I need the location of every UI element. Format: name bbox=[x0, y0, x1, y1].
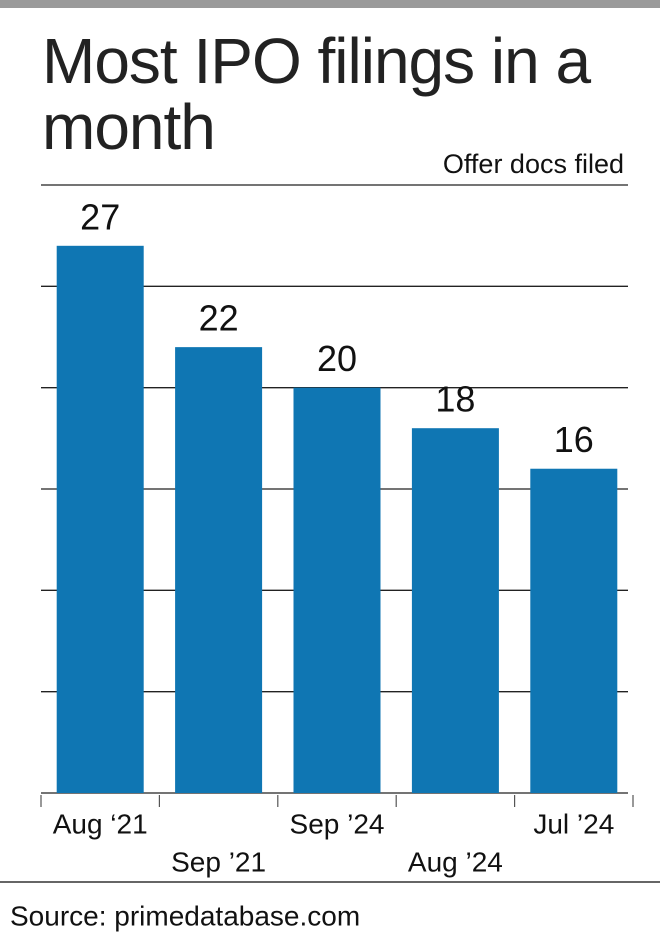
value-label: 27 bbox=[80, 196, 120, 237]
value-label: 16 bbox=[554, 419, 594, 460]
bar bbox=[530, 468, 618, 793]
bar bbox=[293, 387, 381, 793]
x-tick-label: Aug ‘21 bbox=[53, 808, 148, 839]
x-tick-label: Sep ’21 bbox=[171, 846, 266, 877]
bar bbox=[411, 428, 499, 793]
value-label: 18 bbox=[435, 379, 475, 420]
value-label: 20 bbox=[317, 338, 357, 379]
top-bar bbox=[0, 0, 660, 8]
x-tick-label: Sep ’24 bbox=[290, 808, 385, 839]
x-tick-label: Aug ’24 bbox=[408, 846, 503, 877]
subtitle: Offer docs filed bbox=[443, 149, 624, 179]
bar bbox=[56, 245, 144, 794]
chart-title: Most IPO filings in a month bbox=[42, 25, 591, 163]
bar bbox=[175, 347, 263, 793]
x-tick-label: Jul ’24 bbox=[533, 808, 614, 839]
value-label: 22 bbox=[199, 298, 239, 339]
source: Source: primedatabase.com bbox=[10, 900, 360, 931]
